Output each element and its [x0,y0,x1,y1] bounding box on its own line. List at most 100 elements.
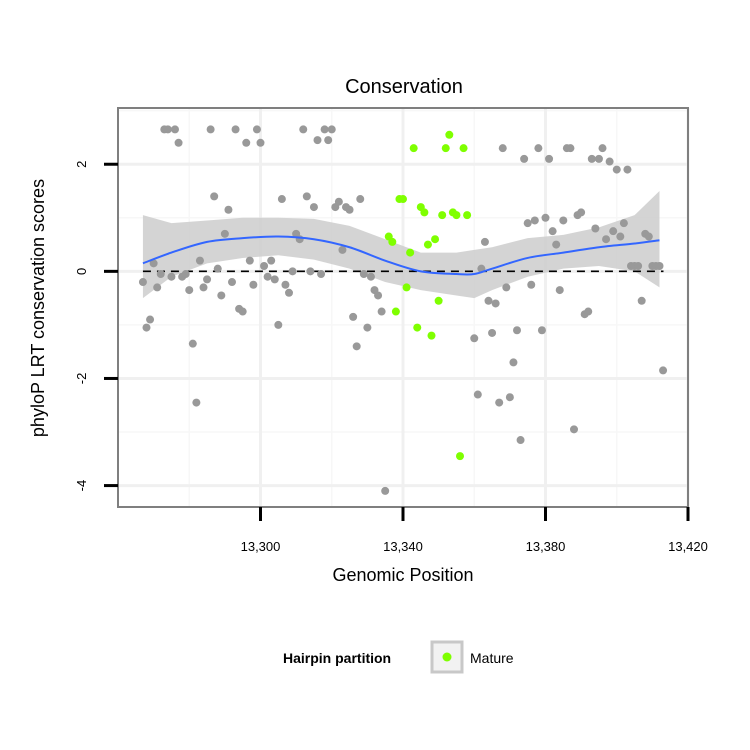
legend: Hairpin partition Mature [283,640,514,674]
other-point [334,197,343,206]
mature-point [406,248,415,257]
other-point [309,203,318,212]
axes: 13,300 13,340 13,380 13,420 2 0 -2 -4 [74,161,708,554]
other-point [195,256,204,265]
other-point [324,136,333,145]
other-point [366,272,375,281]
other-point [545,154,554,163]
other-point [213,264,222,273]
other-point [537,326,546,335]
x-tick-label: 13,340 [383,539,423,554]
x-axis-label: Genomic Position [332,565,473,585]
other-point [345,205,354,214]
confidence-ribbon [142,191,660,299]
other-point [659,366,668,375]
other-point [238,307,247,316]
other-point [167,272,176,281]
other-point [484,296,493,305]
mature-point [459,144,468,153]
other-point [470,334,479,343]
mature-point [391,307,400,316]
other-point [598,144,607,153]
other-point [488,328,497,337]
other-point [513,326,521,335]
smooth-curve [142,235,660,276]
other-point [377,307,386,316]
other-point [181,270,190,279]
legend-entry-mature: Mature [470,650,514,666]
other-point [480,237,489,246]
mature-point [388,237,397,246]
other-point [174,138,183,147]
other-point [242,138,251,147]
y-axis-label: phyloP LRT conservation scores [28,179,48,437]
mature-point [402,283,411,292]
other-point [146,315,155,324]
other-point [274,320,283,329]
other-point [473,390,482,399]
mature-point [438,211,447,220]
mature-point [409,144,418,153]
other-point [655,261,664,270]
mature-point [423,240,432,249]
legend-mature-marker [442,652,452,662]
other-point [491,299,500,308]
other-point [220,229,229,238]
other-point [502,283,511,292]
other-point [277,195,286,204]
other-point [381,486,390,495]
legend-title: Hairpin partition [283,650,391,666]
other-point [285,288,293,297]
other-point [591,224,600,233]
x-tick-label: 13,300 [241,539,281,554]
other-point [619,219,628,228]
other-point [252,125,261,134]
other-point [644,232,653,241]
other-point [263,272,272,281]
other-point [552,240,561,249]
other-point [288,267,297,276]
other-point [495,398,504,407]
y-tick-label: -2 [74,373,89,385]
other-point [352,342,361,351]
other-point [317,270,326,279]
mature-point [427,331,436,340]
mature-point [420,208,429,217]
x-tick-label: 13,420 [668,539,708,554]
mature-point [413,323,422,332]
other-point [188,339,197,348]
other-point [359,270,368,279]
mature-point [463,211,472,220]
other-point [153,283,162,292]
other-point [320,125,329,134]
other-point [623,165,632,174]
other-point [520,154,529,163]
other-point [199,283,208,292]
other-point [327,125,336,134]
other-point [171,125,179,134]
other-point [612,165,621,174]
other-point [616,232,625,241]
other-point [634,261,643,270]
other-point [281,280,290,289]
other-point [555,286,564,295]
y-tick-label: 0 [74,268,89,275]
other-point [338,245,347,254]
other-point [299,125,308,134]
mature-point [431,235,440,244]
mature-point [456,452,464,461]
other-point [267,256,276,265]
other-point [577,208,586,217]
other-point [594,154,603,163]
other-point [142,323,151,332]
y-tick-label: 2 [74,161,89,168]
other-point [185,286,194,295]
other-point [192,398,201,407]
mature-point [441,144,450,153]
other-point [260,261,269,270]
other-point [224,205,233,214]
chart-title: Conservation [345,76,463,98]
mature-point [434,296,443,305]
other-point [609,227,618,236]
